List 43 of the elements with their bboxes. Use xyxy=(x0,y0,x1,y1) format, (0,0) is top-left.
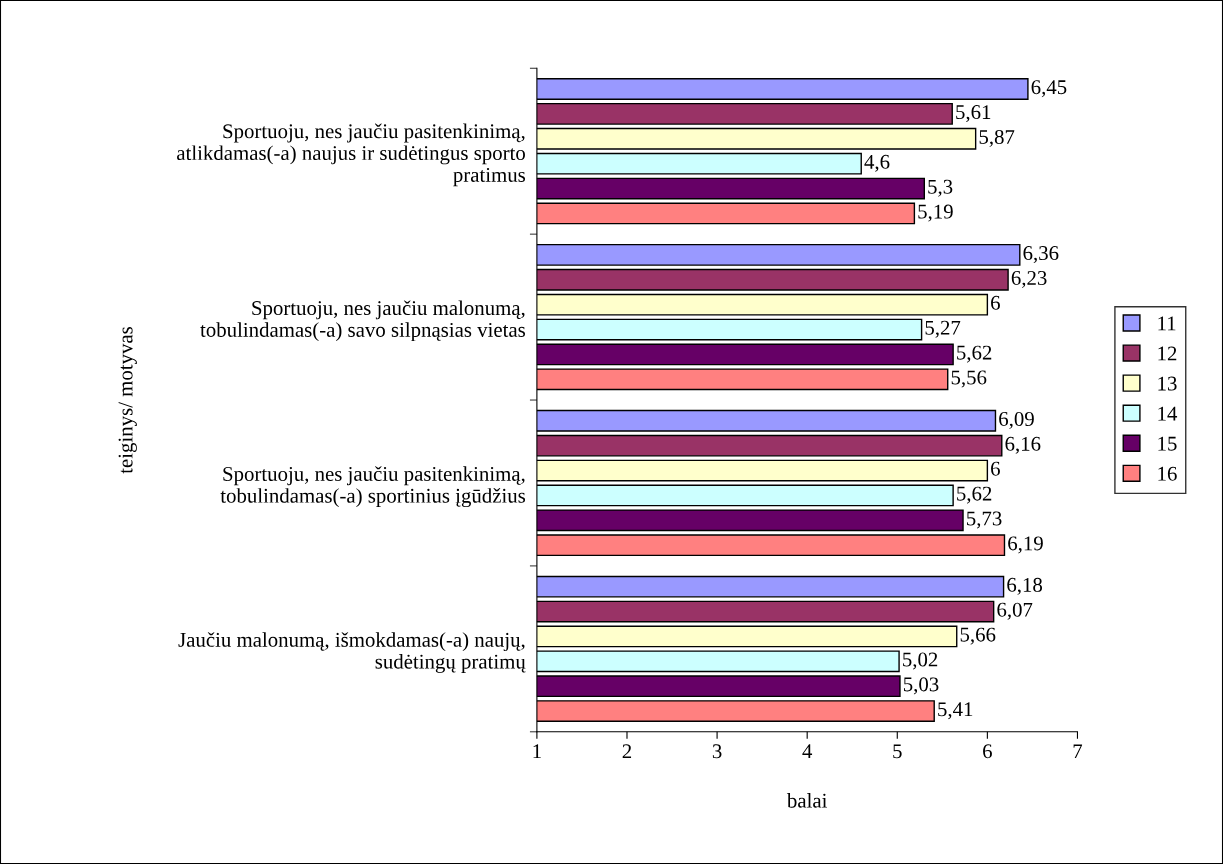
x-tick-label: 5 xyxy=(893,744,902,759)
data-label: 5,41 xyxy=(938,702,973,720)
legend-label: 14 xyxy=(1158,406,1178,421)
x-tick-label: 4 xyxy=(802,744,813,759)
data-label: 6 xyxy=(991,461,1000,476)
data-label: 6,18 xyxy=(1007,577,1043,595)
x-axis-title: balai xyxy=(786,793,828,808)
data-label: 5,61 xyxy=(956,105,991,123)
y-tick-label: Jaučiu malonumą, išmokdamas(-a) naujų, sudėtingų pratimų xyxy=(178,632,526,673)
data-label: 5,62 xyxy=(957,345,992,363)
x-tick-label: 3 xyxy=(712,744,722,759)
x-tick-label: 2 xyxy=(622,744,632,759)
data-label: 5,02 xyxy=(903,652,938,670)
data-label: 5,87 xyxy=(979,129,1015,147)
legend-label: 16 xyxy=(1158,466,1177,481)
y-tick-label: Sportuoju, nes jaučiu pasitenkinimą, atlikdamas(-a) naujus ir sudėtingus sporto pratimus xyxy=(177,123,526,187)
data-label: 5,3 xyxy=(928,179,953,197)
data-label: 5,19 xyxy=(918,204,953,222)
data-label: 6,19 xyxy=(1008,536,1043,554)
data-label: 5,56 xyxy=(951,370,987,388)
data-label: 6 xyxy=(991,295,1000,310)
x-tick-label: 6 xyxy=(983,744,992,759)
data-label: 5,66 xyxy=(960,627,996,645)
legend-label: 15 xyxy=(1158,436,1177,451)
data-label: 5,73 xyxy=(967,511,1002,529)
y-tick-label: Sportuoju, nes jaučiu pasitenkinimą, tobulindamas(-a) sportinius įgūdžius xyxy=(220,466,526,508)
data-label: 6,09 xyxy=(999,411,1034,429)
data-label: 6,16 xyxy=(1005,436,1041,454)
data-label: 6,23 xyxy=(1011,270,1047,288)
legend-label: 13 xyxy=(1158,376,1177,391)
legend-label: 12 xyxy=(1158,346,1177,361)
data-label: 6,36 xyxy=(1023,246,1059,264)
data-label: 5,62 xyxy=(957,486,992,504)
data-label: 5,03 xyxy=(903,677,939,695)
data-label: 6,45 xyxy=(1031,80,1067,98)
y-axis-title: teiginys/ motyvas xyxy=(118,327,137,474)
data-label: 4,6 xyxy=(864,154,890,172)
legend-label: 11 xyxy=(1158,316,1176,331)
data-label: 6,07 xyxy=(997,602,1033,620)
x-tick-label: 7 xyxy=(1073,744,1083,759)
x-tick-label: 1 xyxy=(533,744,541,759)
data-label: 5,27 xyxy=(925,320,961,338)
y-tick-label: Sportuoju, nes jaučiu malonumą, tobulindamas(-a) savo silpnąsias vietas xyxy=(200,300,526,342)
